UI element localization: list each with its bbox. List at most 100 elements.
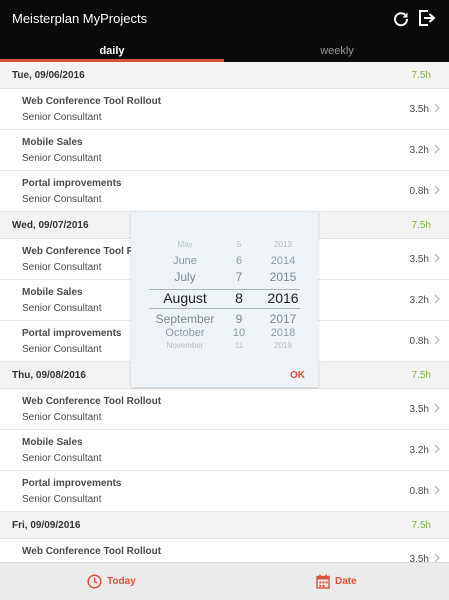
allocated-hours: 3.2h [409, 145, 429, 156]
day-date: Thu, 09/08/2016 [12, 370, 86, 381]
chevron-right-icon [434, 185, 440, 195]
picker-month: May [177, 240, 193, 249]
assignment-row[interactable]: Web Conference Tool Rollout Senior Consul… [0, 89, 449, 130]
active-tab-indicator [0, 59, 224, 62]
picker-row-selected[interactable]: August 8 2016 [131, 290, 318, 306]
day-date: Fri, 09/09/2016 [12, 520, 81, 531]
role-name: Senior Consultant [22, 153, 102, 164]
picker-row[interactable]: July 7 2015 [131, 270, 318, 286]
role-name: Senior Consultant [22, 453, 102, 464]
allocated-hours: 3.5h [409, 554, 429, 562]
allocated-hours: 3.5h [409, 104, 429, 115]
project-name: Portal improvements [22, 178, 122, 189]
refresh-icon[interactable] [392, 10, 410, 28]
project-name: Web Conference Tool Rollout [22, 396, 162, 407]
date-label: Date [335, 576, 357, 587]
assignment-row[interactable]: Mobile Sales Senior Consultant 3.2h [0, 130, 449, 171]
chevron-right-icon [434, 294, 440, 304]
picker-year: 2015 [269, 270, 297, 284]
allocated-hours: 0.8h [409, 336, 429, 347]
chevron-right-icon [434, 403, 440, 413]
picker-row[interactable]: September 9 2017 [131, 312, 318, 328]
project-name: Web Conference Tool Rollout [22, 96, 162, 107]
picker-year: 2013 [274, 240, 292, 249]
project-name: Portal improvements [22, 478, 122, 489]
picker-row[interactable]: June 6 2014 [131, 255, 318, 271]
picker-month: June [173, 255, 197, 267]
chevron-right-icon [434, 444, 440, 454]
day-total-hours: 7.5h [411, 520, 431, 531]
picker-selection-divider-top [149, 289, 300, 290]
day-date: Tue, 09/06/2016 [12, 70, 85, 81]
role-name: Senior Consultant [22, 112, 102, 123]
picker-year: 2018 [270, 327, 296, 339]
picker-day: 7 [235, 270, 243, 284]
picker-month: October [165, 327, 205, 339]
picker-month: November [166, 341, 204, 350]
day-header: Fri, 09/09/2016 7.5h [0, 512, 449, 539]
picker-year: 2017 [269, 312, 297, 326]
day-total-hours: 7.5h [411, 370, 431, 381]
allocated-hours: 3.5h [409, 404, 429, 415]
chevron-right-icon [434, 335, 440, 345]
picker-day: 6 [235, 255, 243, 267]
picker-day: 10 [232, 327, 246, 339]
role-name: Senior Consultant [22, 412, 102, 423]
project-name: Web Conference Tool Ro [22, 246, 140, 257]
chevron-right-icon [434, 144, 440, 154]
today-button[interactable]: Today [0, 563, 224, 600]
picker-selection-divider-bottom [149, 308, 300, 309]
date-button[interactable]: Date [225, 563, 449, 600]
day-header: Tue, 09/06/2016 7.5h [0, 62, 449, 89]
picker-year: 2019 [274, 341, 292, 350]
project-name: Web Conference Tool Rollout [22, 546, 162, 557]
picker-day: 9 [235, 312, 243, 326]
allocated-hours: 3.5h [409, 254, 429, 265]
assignment-row[interactable]: Web Conference Tool Rollout Senior Consul… [0, 389, 449, 430]
picker-ok-button[interactable]: OK [290, 370, 305, 381]
assignment-row[interactable]: Portal improvements Senior Consultant 0.8h [0, 471, 449, 512]
project-name: Portal improvements [22, 328, 122, 339]
allocated-hours: 0.8h [409, 186, 429, 197]
date-picker[interactable]: OK May 5 2013 June 6 2014 July 7 2015 August 8 2016… [131, 212, 318, 387]
picker-year: 2014 [270, 255, 296, 267]
picker-month: July [174, 270, 196, 284]
app-bar: Meisterplan MyProjects daily weekly [0, 0, 449, 62]
allocated-hours: 3.2h [409, 445, 429, 456]
role-name: Senior Consultant [22, 194, 102, 205]
picker-year: 2016 [267, 290, 299, 306]
tab-daily[interactable]: daily [99, 45, 125, 57]
logout-icon[interactable] [418, 9, 436, 27]
picker-day: 5 [236, 240, 242, 249]
bottom-bar: Today Date [0, 562, 449, 600]
day-list[interactable]: Tue, 09/06/2016 7.5h Web Conference Tool R… [0, 62, 449, 562]
today-label: Today [107, 576, 136, 587]
chevron-right-icon [434, 485, 440, 495]
assignment-row[interactable]: Portal improvements Senior Consultant 0.8h [0, 171, 449, 212]
picker-row[interactable]: May 5 2013 [131, 240, 318, 256]
project-name: Mobile Sales [22, 287, 83, 298]
picker-day: 8 [235, 290, 243, 306]
project-name: Mobile Sales [22, 437, 83, 448]
today-icon [87, 574, 102, 589]
picker-row[interactable]: October 10 2018 [131, 327, 318, 343]
app-title: Meisterplan MyProjects [12, 11, 148, 26]
role-name: Senior Consultant [22, 344, 102, 355]
picker-month: September [155, 312, 215, 326]
role-name: Senior Consultant [22, 303, 102, 314]
day-date: Wed, 09/07/2016 [12, 220, 89, 231]
project-name: Mobile Sales [22, 137, 83, 148]
picker-day: 11 [234, 341, 244, 350]
tab-weekly[interactable]: weekly [320, 45, 354, 57]
picker-month: August [163, 290, 207, 306]
allocated-hours: 0.8h [409, 486, 429, 497]
allocated-hours: 3.2h [409, 295, 429, 306]
role-name: Senior Consultant [22, 262, 102, 273]
picker-row[interactable]: November 11 2019 [131, 341, 318, 357]
chevron-right-icon [434, 103, 440, 113]
assignment-row[interactable]: Mobile Sales Senior Consultant 3.2h [0, 430, 449, 471]
chevron-right-icon [434, 553, 440, 562]
role-name: Senior Consultant [22, 494, 102, 505]
chevron-right-icon [434, 253, 440, 263]
